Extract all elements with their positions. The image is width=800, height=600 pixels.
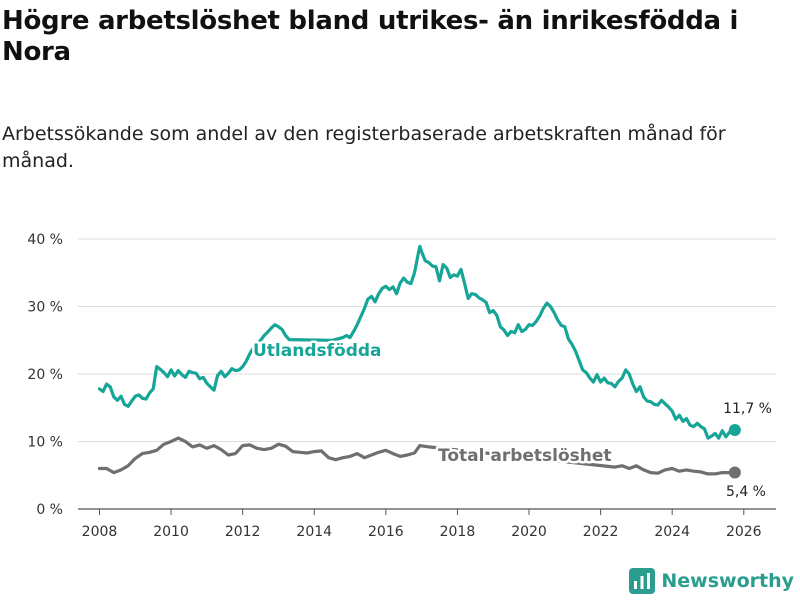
series-line-total-arbetsl-shet <box>97 436 737 476</box>
brand-name: Newsworthy <box>661 570 794 592</box>
chart-subtitle: Arbetssökande som andel av den registerb… <box>2 123 726 172</box>
series-lines <box>97 244 741 479</box>
x-tick-label: 2020 <box>511 524 547 540</box>
y-tick-label: 20 % <box>27 367 63 383</box>
y-tick-label: 40 % <box>27 232 63 248</box>
x-tick-label: 2024 <box>654 524 690 540</box>
x-tick-label: 2016 <box>368 524 404 540</box>
end-point-marker <box>728 466 741 479</box>
y-tick-label: 30 % <box>27 300 63 316</box>
bar-chart-logo-icon <box>629 568 656 594</box>
x-tick-label: 2010 <box>153 524 189 540</box>
y-axis: 0 % 10 % 20 % 30 % 40 % <box>27 232 63 518</box>
series-label-utlandsfodda: Utlandsfödda <box>253 341 382 361</box>
gridlines <box>78 238 776 510</box>
series-line-utlandsf-dda <box>97 244 737 440</box>
end-point-marker <box>728 424 741 437</box>
x-tick-label: 2014 <box>296 524 332 540</box>
end-value-label: 5,4 % <box>726 484 766 500</box>
x-tick-label: 2008 <box>82 524 118 540</box>
end-value-label: 11,7 % <box>723 401 772 417</box>
series-labels: Utlandsfödda Total arbetslöshet 11,7 % 5,4 … <box>251 339 773 501</box>
x-axis: 2008 2010 2012 2014 2016 2018 2020 2022 2024 2026 <box>82 509 762 540</box>
x-tick-label: 2018 <box>440 524 476 540</box>
y-tick-label: 10 % <box>27 435 63 451</box>
x-tick-label: 2022 <box>583 524 619 540</box>
y-tick-label: 0 % <box>36 502 63 518</box>
x-tick-label: 2026 <box>726 524 762 540</box>
chart-title: Högre arbetslöshet bland utrikes- än inr… <box>2 6 739 68</box>
x-tick-label: 2012 <box>225 524 261 540</box>
newsworthy-logo: Newsworthy <box>629 568 794 594</box>
series-label-total: Total arbetslöshet <box>438 446 612 466</box>
